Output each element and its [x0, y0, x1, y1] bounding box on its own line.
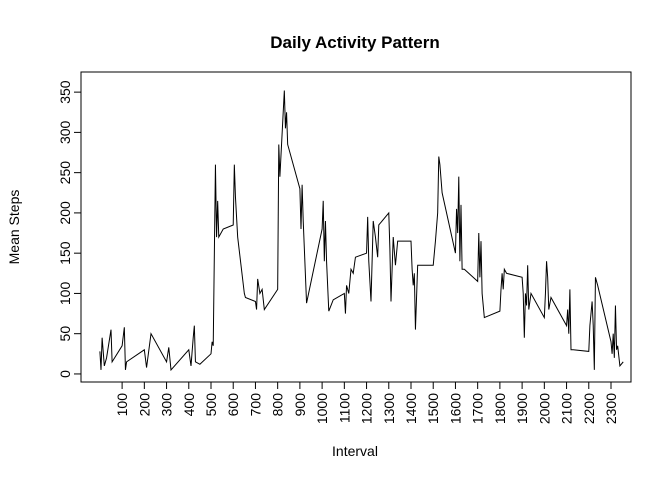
y-tick-label: 100	[57, 282, 73, 306]
y-tick-label: 0	[57, 370, 73, 378]
plot-frame	[80, 71, 632, 383]
x-tick-label: 1800	[492, 393, 508, 424]
x-tick-label: 1500	[425, 393, 441, 424]
x-tick-label: 500	[203, 393, 219, 417]
x-axis-label: Interval	[332, 443, 378, 459]
x-tick-label: 1900	[514, 393, 530, 424]
x-tick-label: 1300	[381, 393, 397, 424]
x-tick-label: 2200	[581, 393, 597, 424]
y-tick-label: 200	[57, 201, 73, 225]
x-tick-label: 2000	[536, 393, 552, 424]
x-tick-label: 400	[181, 393, 197, 417]
x-tick-label: 300	[159, 393, 175, 417]
y-tick-label: 350	[57, 80, 73, 104]
x-tick-label: 900	[292, 393, 308, 417]
x-tick-label: 200	[136, 393, 152, 417]
y-tick-label: 250	[57, 161, 73, 185]
data-line	[99, 90, 624, 372]
x-tick-label: 1700	[470, 393, 486, 424]
x-tick-label: 1100	[336, 393, 352, 423]
x-tick-label: 1600	[447, 393, 463, 424]
x-tick-label: 600	[225, 393, 241, 417]
y-tick-label: 50	[57, 326, 73, 342]
y-tick-label: 300	[57, 120, 73, 144]
y-axis-label: Mean Steps	[6, 190, 22, 265]
x-tick-label: 700	[247, 393, 263, 417]
y-tick-label: 150	[57, 241, 73, 265]
x-tick-label: 1400	[403, 393, 419, 424]
x-tick-label: 1200	[359, 393, 375, 424]
x-tick-label: 100	[114, 393, 130, 417]
x-tick-label: 2300	[603, 393, 619, 424]
x-tick-label: 1000	[314, 393, 330, 424]
x-tick-label: 2100	[559, 393, 575, 424]
chart-title: Daily Activity Pattern	[270, 33, 439, 52]
x-tick-label: 800	[270, 393, 286, 417]
